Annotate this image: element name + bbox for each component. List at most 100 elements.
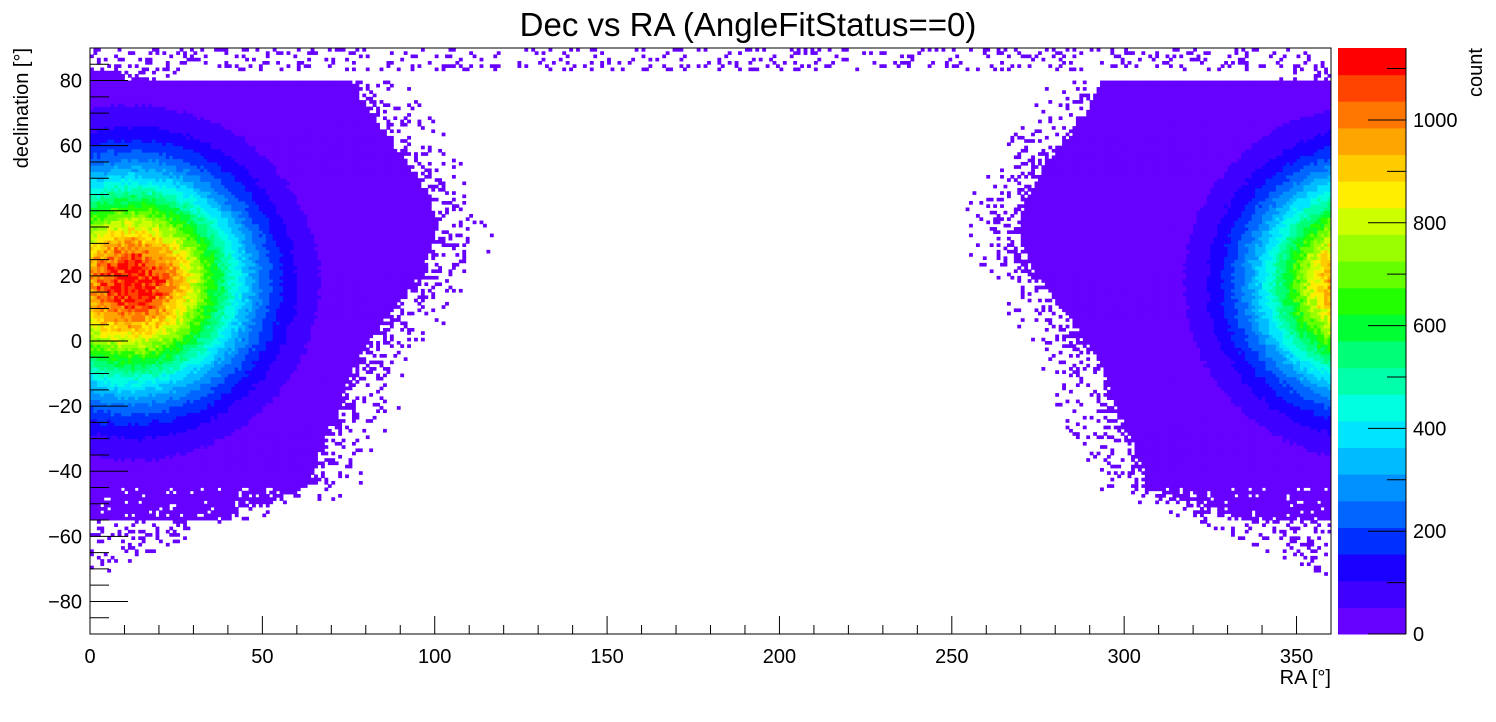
heatmap-cell	[255, 412, 260, 417]
heatmap-cell	[1296, 412, 1301, 417]
heatmap-cell	[1327, 438, 1332, 443]
heatmap-cell	[245, 445, 249, 449]
heatmap-cell	[238, 474, 243, 479]
heatmap-cell	[1217, 461, 1222, 466]
heatmap-cell	[289, 438, 294, 443]
heatmap-cell	[1296, 526, 1301, 531]
heatmap-cell	[179, 490, 184, 495]
heatmap-cell	[203, 419, 208, 423]
heatmap-cell	[1131, 464, 1135, 469]
heatmap-cell	[117, 419, 122, 423]
heatmap-cell	[245, 422, 249, 427]
heatmap-cell	[1172, 422, 1177, 427]
heatmap-cell	[1127, 441, 1132, 446]
heatmap-cell	[186, 406, 191, 410]
heatmap-cell	[231, 503, 236, 508]
heatmap-cell	[1220, 393, 1225, 397]
heatmap-cell	[220, 451, 225, 456]
heatmap-cell	[1151, 425, 1156, 430]
heatmap-cell	[134, 435, 139, 440]
heatmap-cell	[1224, 419, 1228, 423]
heatmap-cell	[1327, 497, 1332, 501]
heatmap-cell	[155, 477, 160, 482]
heatmap-cell	[1237, 432, 1242, 436]
heatmap-cell	[152, 451, 156, 456]
heatmap-cell	[155, 484, 160, 488]
heatmap-cell	[252, 467, 256, 472]
heatmap-cell	[1265, 467, 1270, 472]
heatmap-cell	[262, 419, 267, 423]
heatmap-cell	[1165, 406, 1170, 410]
heatmap-cell	[124, 396, 129, 400]
heatmap-cell	[293, 474, 298, 479]
heatmap-cell	[121, 425, 125, 430]
heatmap-cell	[1327, 464, 1332, 469]
heatmap-cell	[272, 409, 277, 414]
heatmap-cell	[1265, 393, 1270, 397]
heatmap-cell	[179, 441, 184, 446]
heatmap-cell	[255, 428, 260, 433]
heatmap-cell	[1324, 415, 1328, 420]
heatmap-cell	[1279, 467, 1284, 472]
heatmap-cell	[345, 425, 349, 430]
heatmap-cell	[234, 412, 239, 417]
heatmap-cell	[224, 464, 229, 469]
heatmap-cell	[1172, 445, 1177, 449]
heatmap-cell	[1210, 490, 1215, 495]
heatmap-cell	[1231, 432, 1235, 436]
heatmap-cell	[1096, 419, 1101, 423]
heatmap-cell	[1248, 419, 1253, 423]
heatmap-cell	[1234, 402, 1239, 407]
heatmap-cell	[155, 399, 160, 404]
heatmap-cell	[127, 428, 132, 433]
heatmap-cell	[117, 471, 122, 475]
heatmap-cell	[1313, 555, 1318, 560]
heatmap-cell	[327, 419, 332, 423]
heatmap-cell	[1175, 494, 1180, 498]
heatmap-cell	[203, 445, 208, 449]
heatmap-cell	[227, 467, 232, 472]
heatmap-cell	[1179, 396, 1184, 400]
heatmap-cell	[1227, 484, 1232, 488]
heatmap-cell	[214, 451, 218, 456]
heatmap-cell	[1310, 503, 1315, 508]
heatmap-cell	[255, 484, 260, 488]
heatmap-cell	[1196, 461, 1201, 466]
heatmap-cell	[1165, 393, 1170, 397]
heatmap-cell	[124, 461, 129, 466]
heatmap-cell	[210, 480, 215, 485]
heatmap-cell	[152, 458, 156, 462]
heatmap-cell	[1237, 500, 1242, 505]
heatmap-cell	[1127, 428, 1132, 433]
heatmap-cell	[279, 480, 284, 485]
heatmap-cell	[176, 396, 181, 400]
heatmap-cell	[1131, 458, 1135, 462]
heatmap-cell	[234, 428, 239, 433]
heatmap-cell	[1055, 393, 1060, 397]
heatmap-cell	[1227, 487, 1232, 492]
heatmap-cell	[1168, 409, 1173, 414]
heatmap-cell	[121, 507, 125, 511]
heatmap-cell	[227, 497, 232, 501]
heatmap-cell	[145, 393, 150, 397]
heatmap-cell	[338, 422, 343, 427]
heatmap-cell	[1241, 474, 1246, 479]
heatmap-cell	[1282, 422, 1287, 427]
heatmap-cell	[296, 409, 301, 414]
heatmap-cell	[1175, 484, 1180, 488]
heatmap-cell	[269, 448, 274, 453]
heatmap-cell	[324, 399, 329, 404]
heatmap-cell	[1317, 445, 1322, 449]
heatmap-cell	[141, 438, 146, 443]
heatmap-cell	[255, 435, 260, 440]
heatmap-cell	[1217, 393, 1222, 397]
heatmap-cell	[1251, 497, 1256, 501]
heatmap-cell	[238, 399, 243, 404]
heatmap-cell	[1082, 441, 1087, 446]
heatmap-cell	[1255, 432, 1260, 436]
heatmap-cell	[148, 474, 153, 479]
heatmap-cell	[1103, 458, 1108, 462]
heatmap-cell	[207, 451, 212, 456]
heatmap-cell	[1313, 487, 1318, 492]
heatmap-cell	[193, 428, 198, 433]
